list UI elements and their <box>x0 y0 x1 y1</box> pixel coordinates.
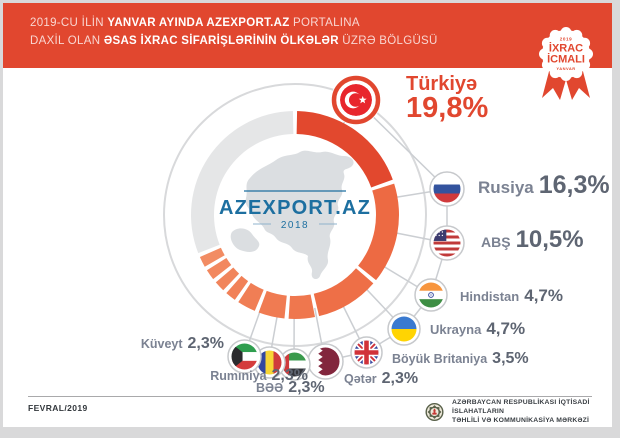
label-ruminiya: Rumıniya 2,3% <box>178 367 308 385</box>
donut-segment-russia <box>358 183 399 281</box>
badge-title-line1: İXRAC <box>549 42 583 55</box>
export-review-badge: 2019 İXRAC İCMALI YANVAR <box>539 27 593 100</box>
org-name-line2: TƏHLİLİ VƏ KOMMUNİKASİYA MƏRKƏZİ <box>452 417 590 424</box>
org-name-line1: AZƏRBAYCAN RESPUBLİKASI İQTİSADİ İSLAHAT… <box>452 399 590 415</box>
donut-segment-turkey <box>296 111 393 188</box>
donut-segment-romania <box>206 258 232 280</box>
country-value: 2,3% <box>271 367 308 384</box>
center-logo-year: 2018 <box>281 220 309 231</box>
donut-segment-kuwait <box>199 247 225 267</box>
country-value: 2,3% <box>381 370 419 387</box>
org-name: AZƏRBAYCAN RESPUBLİKASI İQTİSADİ İSLAHAT… <box>452 398 620 425</box>
donut-segment-uae <box>215 267 240 291</box>
donut-segment-india <box>288 294 316 319</box>
label-bae: BƏƏ 2,3% <box>256 379 325 397</box>
leader-line-ukraine <box>360 282 405 330</box>
outer-circle <box>163 83 427 347</box>
country-value: 10,5% <box>515 226 584 253</box>
country-value: 2,3% <box>187 335 224 352</box>
country-name: Küveyt <box>140 337 183 351</box>
country-name: Rumıniya <box>210 369 267 383</box>
country-value: 2,3% <box>288 379 325 396</box>
donut-segment-usa <box>313 268 374 317</box>
country-name: Rusiya <box>478 178 534 197</box>
badge-title-line2: İCMALI <box>547 53 585 66</box>
azerbaijan-map <box>230 150 354 280</box>
header-title-line1: 2019-CU İLİN YANVAR AYINDA AZEXPORT.AZ P… <box>30 17 360 29</box>
label-ukrayna: Ukrayna 4,7% <box>430 319 525 339</box>
badge-month: YANVAR <box>556 66 575 71</box>
leader-line-india <box>376 261 432 296</box>
footer-divider <box>28 396 592 397</box>
label-rusiya: Rusiya 16,3% <box>478 171 610 200</box>
footer-date: FEVRAL/2019 <box>28 403 88 413</box>
azerbaijan-emblem-icon <box>425 402 444 421</box>
donut-chart <box>191 111 399 319</box>
label-kuveyt: Küveyt 2,3% <box>114 335 224 353</box>
label-abs: ABŞ 10,5% <box>481 226 584 254</box>
label-hindistan: Hindistan 4,7% <box>460 286 563 306</box>
country-value: 19,8% <box>406 92 489 125</box>
country-value: 4,7% <box>486 319 526 338</box>
label-qatar: Qətər 2,3% <box>344 370 418 388</box>
country-name: Böyük Britaniya <box>392 352 488 366</box>
header-title-line2: DAXİL OLAN ƏSAS İXRAC SİFARİŞLƏRİNİN ÖLK… <box>30 35 438 47</box>
country-name: Hindistan <box>460 289 520 304</box>
country-name: Türkiyə <box>406 73 478 95</box>
country-value: 4,7% <box>524 286 563 305</box>
badge-year: 2019 <box>560 37 573 42</box>
badge-medallion <box>539 27 593 81</box>
label-turkiye: Türkiyə 19,8% <box>406 74 488 124</box>
country-name: Ukrayna <box>430 322 482 337</box>
label-boyuk-britaniya: Böyük Britaniya 3,5% <box>392 350 529 368</box>
header-banner: 2019-CU İLİN YANVAR AYINDA AZEXPORT.AZ P… <box>3 3 612 68</box>
center-logo: AZEXPORT.AZ 2018 <box>219 190 371 231</box>
center-logo-title: AZEXPORT.AZ <box>219 197 371 219</box>
page-title: 2019-CU İLİN YANVAR AYINDA AZEXPORT.AZ P… <box>30 14 438 50</box>
country-name: ABŞ <box>481 234 511 250</box>
country-name: BƏƏ <box>256 381 284 395</box>
country-value: 16,3% <box>538 171 610 199</box>
country-value: 3,5% <box>492 350 529 367</box>
donut-segment-uk <box>238 282 264 311</box>
footer-org: AZƏRBAYCAN RESPUBLİKASI İQTİSADİ İSLAHAT… <box>424 398 620 425</box>
country-name: Qətər <box>344 372 377 386</box>
donut-segment-remainder <box>191 111 294 254</box>
donut-segment-qatar <box>226 275 249 300</box>
donut-segment-ukraine <box>258 290 287 319</box>
